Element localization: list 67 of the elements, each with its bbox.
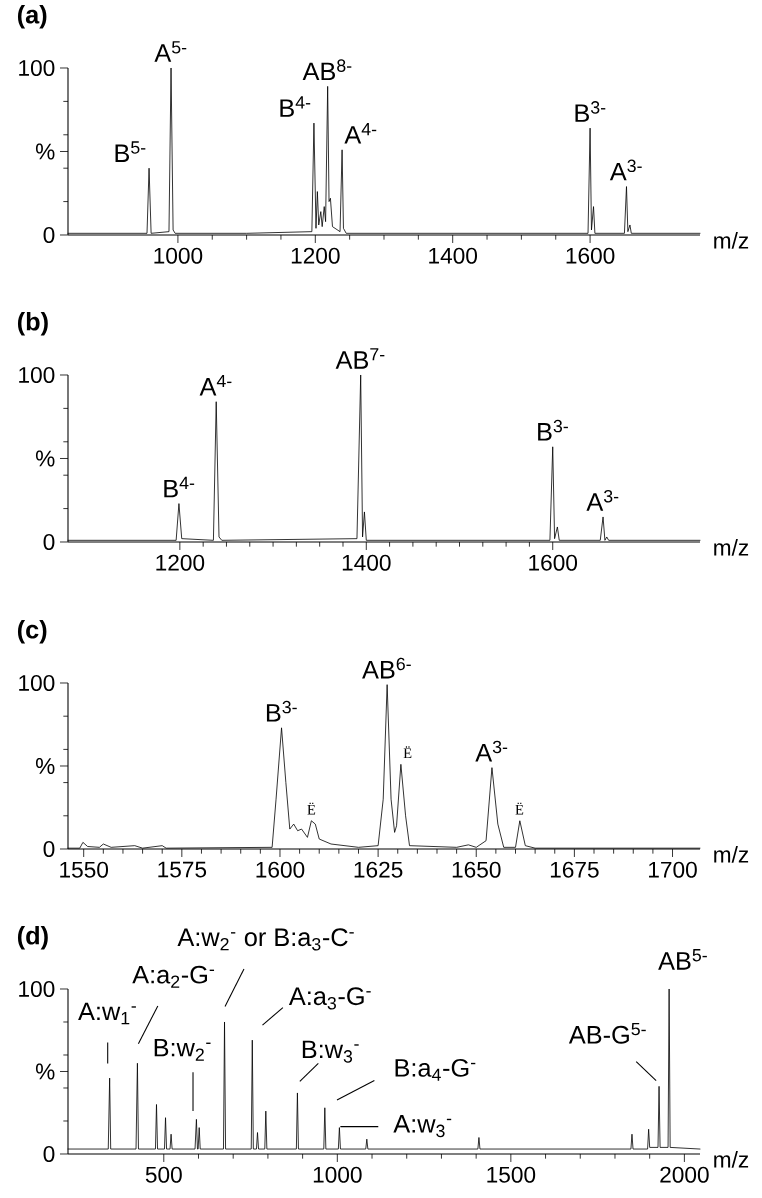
chart-title: (c) xyxy=(17,620,47,644)
annotation: AB$^{7-}$ xyxy=(335,348,385,369)
x-tick-label: 1600 xyxy=(256,861,305,878)
y-tick-label: 100 xyxy=(19,674,55,692)
line-series xyxy=(67,988,701,1150)
x-tick-label: 1400 xyxy=(342,554,391,571)
x-tick-label: 1000 xyxy=(313,1166,362,1183)
x-tick-label: 1600 xyxy=(529,554,578,571)
x-tick-label: 1000 xyxy=(154,247,203,264)
x-tick-label: 1500 xyxy=(487,1166,536,1183)
x-tick-label: 500 xyxy=(145,1166,182,1183)
x-axis-title: m/z xyxy=(714,846,749,863)
annotation: B$^{4-}$ xyxy=(280,96,311,117)
x-tick-label: 1650 xyxy=(452,861,501,878)
annotation: A$^{5-}$ xyxy=(154,41,187,62)
y-tick-label: 0 xyxy=(43,226,55,244)
y-tick-label: 0 xyxy=(43,840,55,858)
x-tick-label: 1625 xyxy=(354,861,403,878)
x-axis-title: m/z xyxy=(714,1151,749,1168)
annotation: B$^{5-}$ xyxy=(115,141,146,162)
x-tick-label: 1200 xyxy=(156,554,205,571)
annotation: B:w$_{2}$- xyxy=(154,1038,211,1061)
annotation: A$^{3-}$ xyxy=(609,159,642,181)
annotation: B$^{3-}$ xyxy=(266,700,297,722)
x-axis-title: m/z xyxy=(714,232,749,249)
annotation: Ë xyxy=(403,746,412,759)
x-tick-label: 2000 xyxy=(660,1166,709,1183)
y-tick-label: 100 xyxy=(19,59,55,77)
annotation: B$^{4-}$ xyxy=(164,476,195,498)
x-tick-label: 1600 xyxy=(566,247,615,264)
x-tick-label: 1550 xyxy=(60,861,109,878)
chart-title: (b) xyxy=(17,312,48,336)
chart-title: (d) xyxy=(17,926,48,950)
annotation: B$^{3-}$ xyxy=(538,419,568,441)
y-tick-label: 0 xyxy=(43,533,55,551)
x-tick-label: 1400 xyxy=(429,247,478,264)
annotation: A$^{3-}$ xyxy=(586,489,619,511)
annotation: A:w$_{2}$$^{-}$ or B:a$_{3}$-C$^{-}$ xyxy=(177,928,354,951)
x-tick-label: 1575 xyxy=(158,861,207,878)
annotation: B:a$_{4}$-G$^{-}$ xyxy=(395,1058,476,1081)
annotation: B:w$_{3}$- xyxy=(302,1040,359,1063)
annotation: AB-G$^{5-}$ xyxy=(568,1022,646,1044)
annotation: AB$^{5-}$ xyxy=(658,949,707,970)
annotation: A:a$_{3}$-G$^{-}$ xyxy=(288,987,371,1010)
chart-title: (a) xyxy=(17,5,47,29)
annotation: A$^{4-}$ xyxy=(199,374,232,396)
y-axis-title: % xyxy=(35,450,55,467)
y-tick-label: 100 xyxy=(19,980,55,998)
annotation: B$^{3-}$ xyxy=(575,101,606,122)
x-axis-title: m/z xyxy=(714,539,749,556)
annotation: A:w$_{3}$- xyxy=(393,1115,452,1138)
y-axis-title: % xyxy=(35,1063,55,1080)
annotation: Ë xyxy=(515,802,524,815)
annotation: A:w$_{1}$- xyxy=(78,1002,136,1025)
x-tick-label: 1200 xyxy=(291,247,340,264)
annotation: A$^{3-}$ xyxy=(475,740,508,762)
annotation: A:a$_{2}$-G$^{-}$ xyxy=(132,965,215,988)
y-axis-title: % xyxy=(35,758,55,774)
y-tick-label: 100 xyxy=(19,366,55,384)
x-tick-label: 1675 xyxy=(550,861,599,878)
annotation: AB$^{8-}$ xyxy=(302,59,352,81)
annotation: A$^{4-}$ xyxy=(344,123,377,144)
y-axis-title: % xyxy=(35,143,55,160)
annotation: AB$^{6-}$ xyxy=(362,657,411,679)
y-tick-label: 0 xyxy=(43,1145,55,1163)
annotation: Ë xyxy=(307,802,316,815)
x-tick-label: 1700 xyxy=(649,861,697,878)
